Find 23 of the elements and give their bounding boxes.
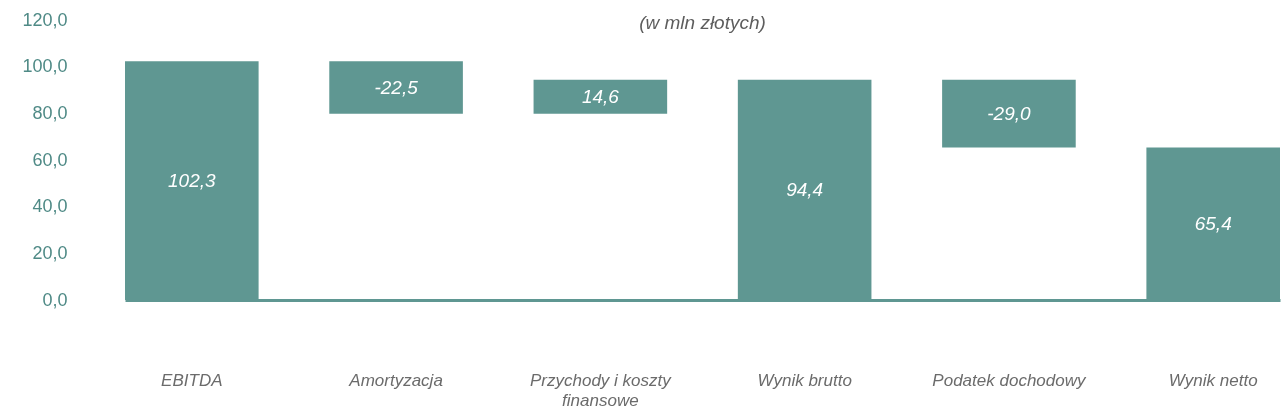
y-tick-label: 0,0 — [42, 289, 68, 310]
data-label: -29,0 — [987, 102, 1031, 124]
x-tick-label: Wynik brutto — [757, 370, 852, 390]
chart-title: (w mln złotych) — [639, 12, 766, 33]
y-tick-label: 120,0 — [22, 9, 68, 30]
y-tick-label: 60,0 — [32, 149, 68, 170]
y-tick-label: 100,0 — [22, 56, 68, 77]
data-label: 65,4 — [1194, 212, 1232, 234]
x-tick-label: EBITDA — [161, 370, 223, 390]
data-label: 94,4 — [786, 178, 824, 200]
data-label: 14,6 — [581, 85, 620, 107]
x-tick-label: Przychody i koszty finansowe — [529, 370, 673, 410]
x-tick-label: Wynik netto — [1168, 370, 1258, 390]
bar — [942, 79, 1076, 148]
x-tick-label: Amortyzacja — [348, 370, 443, 390]
y-tick-label: 40,0 — [32, 196, 68, 217]
data-label: -22,5 — [374, 76, 419, 98]
y-tick-label: 20,0 — [32, 242, 68, 263]
y-tick-label: 80,0 — [32, 102, 68, 123]
x-tick-label: Podatek dochodowy — [932, 370, 1087, 390]
data-label: 102,3 — [168, 169, 217, 191]
bar — [533, 79, 668, 114]
bar — [329, 61, 463, 114]
